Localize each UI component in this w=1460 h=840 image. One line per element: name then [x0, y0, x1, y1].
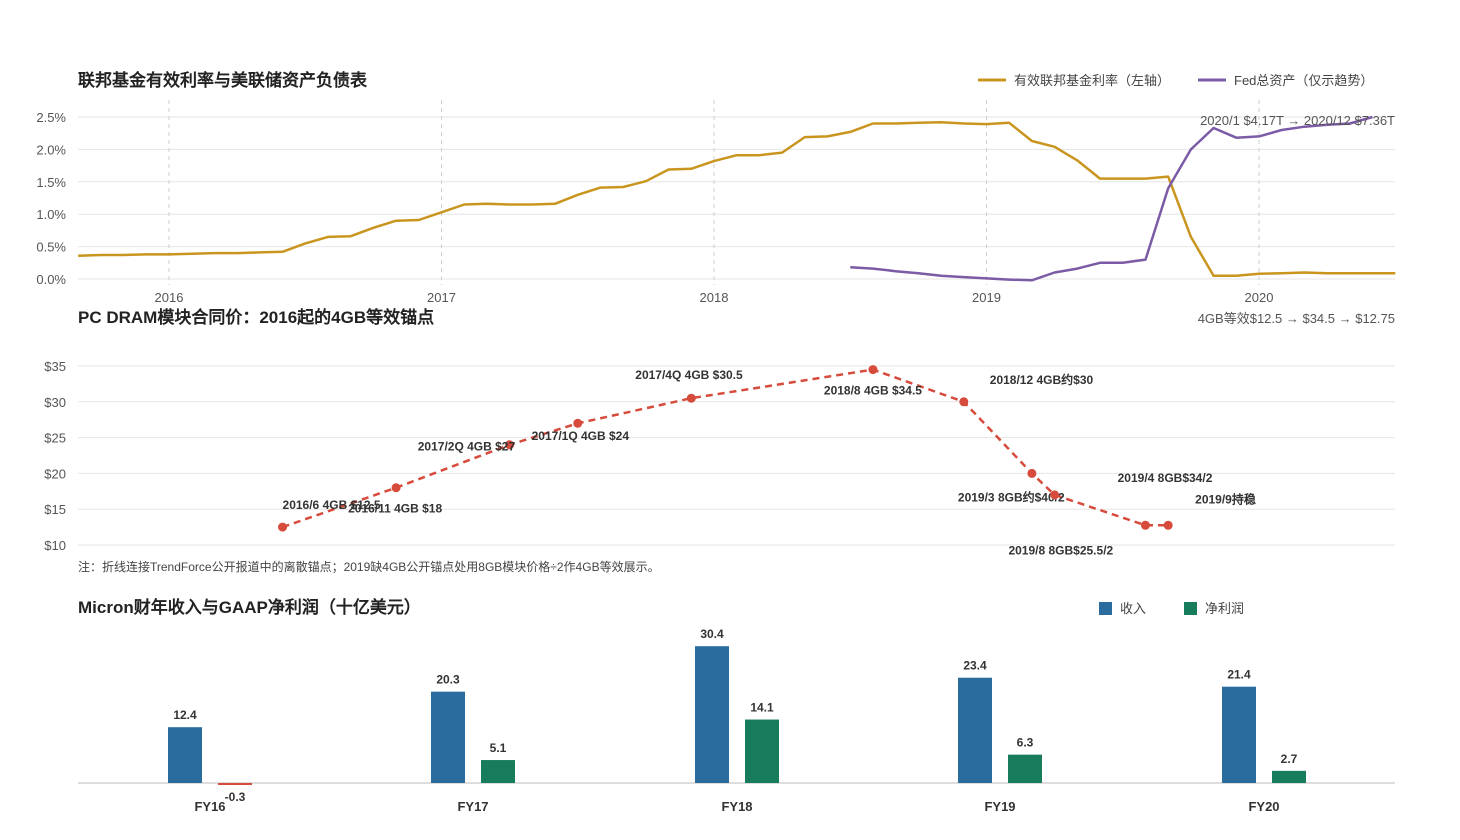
- y-tick-label: 2.0%: [36, 142, 66, 157]
- dram-point-label: 2018/12 4GB约$30: [990, 372, 1094, 387]
- bar-category-label: FY16: [194, 799, 225, 814]
- revenue-bar: [168, 727, 202, 783]
- x-tick-label: 2020: [1245, 290, 1274, 305]
- dram-point-label: 2019/3 8GB约$40/2: [958, 489, 1065, 504]
- series-line-assets: [850, 115, 1373, 282]
- bar-value-label: -0.3: [225, 790, 246, 804]
- bar-value-label: 5.1: [490, 741, 507, 755]
- revenue-bar: [1222, 686, 1256, 783]
- y-tick-label: $15: [44, 502, 66, 517]
- y-tick-label: $25: [44, 431, 66, 446]
- revenue-bar: [695, 646, 729, 783]
- y-tick-label: $20: [44, 466, 66, 481]
- dram-point: [505, 440, 515, 450]
- dram-grid: $10 $15 $20 $25 $30 $35: [44, 359, 1395, 553]
- series-line-rate: [78, 120, 1396, 278]
- y-tick-label: 1.0%: [36, 207, 66, 222]
- dram-point: [1163, 520, 1173, 530]
- bar-value-label: 21.4: [1227, 668, 1251, 682]
- micron-bars: FY16 12.4 -0.3 FY17 20.3 5.1 FY18 30.4 14.1 FY19 2…: [78, 627, 1395, 814]
- x-tick-label: 2018: [700, 290, 729, 305]
- legend-swatch-net-income: [1184, 602, 1197, 615]
- dram-point-label: 2018/8 4GB $34.5: [824, 384, 922, 398]
- dram-point: [278, 522, 288, 532]
- dram-point-label: 2016/6 4GB $12.5: [283, 498, 381, 512]
- revenue-bar: [958, 677, 992, 783]
- dram-point: [391, 483, 401, 493]
- y-tick-label: $10: [44, 538, 66, 553]
- dram-point: [1050, 490, 1060, 500]
- dram-chart-subtitle: 4GB等效$12.5 → $34.5 → $12.75: [1198, 311, 1395, 326]
- legend-label-assets: Fed总资产（仅示趋势）: [1234, 73, 1373, 88]
- dram-note: 注：折线连接TrendForce公开报道中的离散锚点；2019缺4GB公开锚点处…: [78, 559, 660, 574]
- y-tick-label: $35: [44, 359, 66, 374]
- dram-point: [868, 365, 878, 375]
- bar-value-label: 12.4: [173, 708, 197, 722]
- revenue-bar: [431, 691, 465, 783]
- dram-point: [573, 418, 583, 428]
- fed-chart: 联邦基金有效利率与美联储资产负债表 有效联邦基金利率（左轴） Fed总资产（仅示…: [36, 70, 1396, 305]
- fed-grid: 0.0% 0.5% 1.0% 1.5% 2.0% 2.5% 2016 2017 2018 2019…: [36, 100, 1395, 305]
- micron-legend: 收入 净利润: [1099, 601, 1244, 616]
- x-tick-label: 2019: [972, 290, 1001, 305]
- bar-value-label: 14.1: [750, 701, 774, 715]
- bar-value-label: 2.7: [1281, 752, 1298, 766]
- dram-chart-title: PC DRAM模块合同价：2016起的4GB等效锚点: [78, 307, 434, 327]
- legend-swatch-revenue: [1099, 602, 1112, 615]
- y-tick-label: $30: [44, 395, 66, 410]
- dram-point: [686, 393, 696, 403]
- micron-chart-title: Micron财年收入与GAAP净利润（十亿美元）: [78, 597, 421, 617]
- fed-lines: [78, 115, 1396, 282]
- x-tick-label: 2016: [155, 290, 184, 305]
- dram-point-label: 2019/4 8GB$34/2: [1118, 471, 1213, 485]
- bar-category-label: FY20: [1248, 799, 1279, 814]
- bar-category-label: FY17: [457, 799, 488, 814]
- legend-label-rate: 有效联邦基金利率（左轴）: [1014, 73, 1170, 88]
- net-income-bar: [1272, 770, 1306, 783]
- y-tick-label: 2.5%: [36, 110, 66, 125]
- y-tick-label: 1.5%: [36, 175, 66, 190]
- dram-point: [1140, 520, 1150, 530]
- bar-value-label: 6.3: [1017, 736, 1034, 750]
- bar-category-label: FY19: [984, 799, 1015, 814]
- dram-chart: PC DRAM模块合同价：2016起的4GB等效锚点 4GB等效$12.5 → …: [44, 307, 1395, 574]
- net-income-bar: [481, 760, 515, 783]
- y-tick-label: 0.5%: [36, 240, 66, 255]
- dram-point-label: 2019/9持稳: [1195, 491, 1256, 506]
- bar-value-label: 30.4: [700, 627, 724, 641]
- dram-point-label: 2017/4Q 4GB $30.5: [635, 368, 743, 382]
- fed-chart-title: 联邦基金有效利率与美联储资产负债表: [78, 70, 368, 90]
- bar-value-label: 20.3: [436, 673, 460, 687]
- dram-point-label: 2017/2Q 4GB $27: [418, 439, 516, 453]
- net-income-bar: [1008, 754, 1042, 783]
- dram-point: [1027, 468, 1037, 478]
- net-income-bar: [218, 783, 252, 785]
- net-income-bar: [745, 719, 779, 783]
- y-tick-label: 0.0%: [36, 272, 66, 287]
- bar-category-label: FY18: [721, 799, 752, 814]
- dram-point-label: 2017/1Q 4GB $24: [532, 429, 630, 443]
- x-tick-label: 2017: [427, 290, 456, 305]
- dram-point-label: 2016/11 4GB $18: [348, 502, 442, 516]
- dram-point: [959, 397, 969, 407]
- fed-legend: 有效联邦基金利率（左轴） Fed总资产（仅示趋势）: [978, 73, 1373, 88]
- bar-value-label: 23.4: [963, 659, 987, 673]
- dram-point-label: 2019/8 8GB$25.5/2: [1008, 543, 1113, 557]
- legend-label-revenue: 收入: [1120, 601, 1146, 616]
- micron-chart: Micron财年收入与GAAP净利润（十亿美元） 收入 净利润 FY16 12.4…: [78, 597, 1395, 814]
- legend-label-net-income: 净利润: [1205, 601, 1244, 616]
- fed-assets-annotation: 2020/1 $4.17T → 2020/12 $7.36T: [1200, 113, 1395, 128]
